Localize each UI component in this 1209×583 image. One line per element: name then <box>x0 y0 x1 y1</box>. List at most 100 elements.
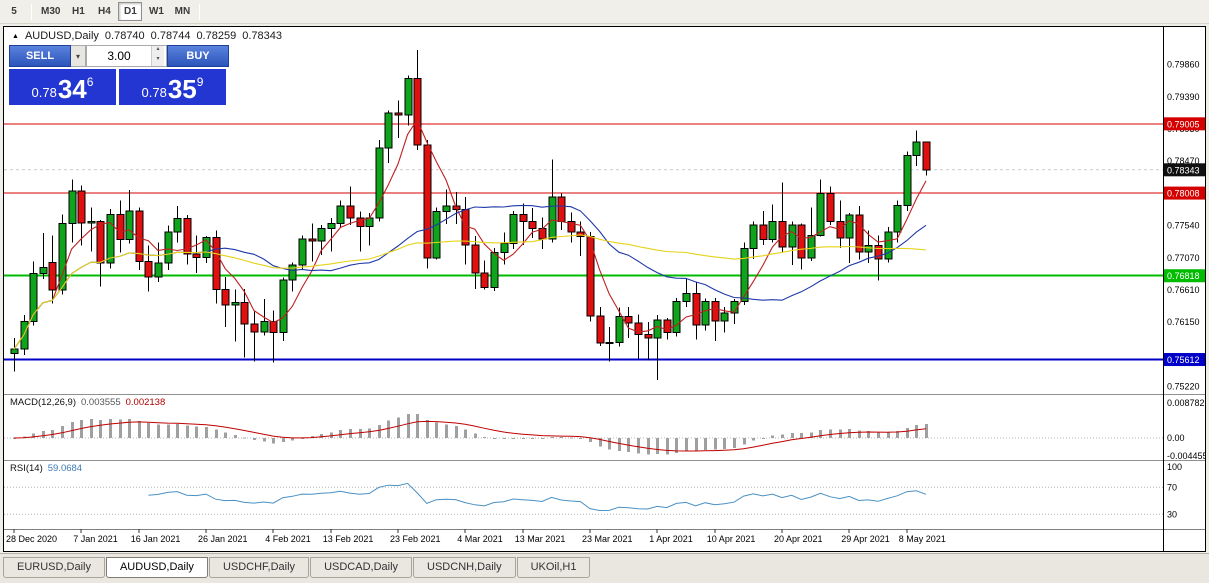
price-badge-text: 0.78343 <box>1167 165 1200 175</box>
bull-candle <box>605 341 614 344</box>
timeframe-button-d1[interactable]: D1 <box>118 2 143 21</box>
chart-plot-area[interactable] <box>4 27 1163 551</box>
macd-bar <box>541 438 544 439</box>
macd-bar <box>685 438 688 452</box>
stepper-up-icon: ▴ <box>152 46 164 56</box>
bear-candle <box>836 220 845 239</box>
bull-candle <box>173 218 182 233</box>
macd-bar <box>109 418 112 438</box>
time-axis-label: 7 Jan 2021 <box>73 534 118 544</box>
macd-bar <box>176 423 179 438</box>
macd-bar <box>167 424 170 438</box>
tab-ukoil-h1[interactable]: UKOil,H1 <box>516 557 591 578</box>
macd-bar <box>378 424 381 438</box>
timeframe-button-h1[interactable]: H1 <box>66 2 90 21</box>
bull-candle <box>720 312 729 322</box>
macd-bar <box>848 429 851 438</box>
bull-candle <box>807 234 816 259</box>
price-badge-bg <box>1164 186 1205 200</box>
time-axis-label: 23 Mar 2021 <box>582 534 633 544</box>
macd-value-signal: 0.002138 <box>125 397 166 408</box>
bull-candle <box>68 190 77 225</box>
sell-price-display[interactable]: 0.78 34 6 <box>9 69 116 105</box>
bull-candle <box>845 214 854 239</box>
macd-bar <box>618 438 621 451</box>
bull-candle <box>509 213 518 245</box>
macd-bar <box>723 438 726 450</box>
bull-candle <box>125 210 134 240</box>
bear-candle <box>308 238 317 242</box>
bull-candle <box>39 266 48 275</box>
buy-price-display[interactable]: 0.78 35 9 <box>119 69 226 105</box>
price-badge-0.79005: 0.79005 <box>1164 117 1205 131</box>
bear-candle <box>96 220 105 264</box>
bull-candle <box>548 196 557 240</box>
bear-candle <box>624 316 633 324</box>
bull-candle <box>279 279 288 334</box>
macd-bar <box>522 437 525 439</box>
volume-input[interactable] <box>87 46 151 66</box>
macd-bar <box>608 438 611 450</box>
macd-signal-line <box>13 420 927 452</box>
buy-button[interactable]: BUY <box>167 45 229 67</box>
time-axis-label: 4 Feb 2021 <box>265 534 311 544</box>
bull-candle <box>788 224 797 248</box>
timeframe-button-5[interactable]: 5 <box>2 2 26 21</box>
bull-candle <box>384 112 393 149</box>
macd-bar <box>503 438 506 440</box>
macd-bar <box>579 437 582 439</box>
macd-bar <box>90 418 93 438</box>
macd-axis-label: -0.004455 <box>1167 451 1205 461</box>
bull-candle <box>288 264 297 281</box>
volume-dropdown-button[interactable]: ▾ <box>71 45 86 67</box>
macd-bar <box>733 438 736 448</box>
macd-bar <box>560 436 563 438</box>
macd-bar <box>858 430 861 438</box>
price-badge-text: 0.79005 <box>1167 119 1200 129</box>
macd-bar <box>599 438 602 447</box>
bull-candle <box>260 320 269 333</box>
macd-bar <box>464 429 467 438</box>
ohlc-open: 0.78740 <box>104 30 145 42</box>
tab-usdchf-daily[interactable]: USDCHF,Daily <box>208 557 310 578</box>
chevron-down-icon: ▾ <box>75 51 80 61</box>
macd-bar <box>474 433 477 438</box>
timeframe-button-m30[interactable]: M30 <box>37 2 64 21</box>
sell-price-pips: 34 <box>57 73 87 104</box>
tab-eurusd-daily[interactable]: EURUSD,Daily <box>3 557 105 578</box>
sell-button[interactable]: SELL <box>9 45 71 67</box>
tab-usdcad-daily[interactable]: USDCAD,Daily <box>310 557 413 578</box>
tab-usdcnh-daily[interactable]: USDCNH,Daily <box>413 557 516 578</box>
ma-55-line <box>13 234 927 350</box>
macd-bar <box>282 438 285 443</box>
timeframe-button-h4[interactable]: H4 <box>92 2 116 21</box>
macd-bar <box>810 432 813 438</box>
macd-bar <box>253 438 256 441</box>
volume-stepper[interactable]: ▴ ▾ <box>151 46 164 66</box>
tab-audusd-daily[interactable]: AUDUSD,Daily <box>105 557 208 578</box>
price-badge-0.78008: 0.78008 <box>1164 186 1205 200</box>
bull-candle <box>816 193 825 236</box>
price-badge-bg <box>1164 163 1205 177</box>
bull-candle <box>202 236 211 259</box>
price-badge-text: 0.76818 <box>1167 271 1200 281</box>
bear-candle <box>183 218 192 255</box>
timeframe-button-mn[interactable]: MN <box>170 2 194 21</box>
macd-bar <box>397 417 400 438</box>
macd-bar <box>195 426 198 438</box>
macd-bar <box>387 420 390 438</box>
price-badge-0.76818: 0.76818 <box>1164 269 1205 283</box>
macd-bar <box>666 438 669 455</box>
macd-bar <box>445 424 448 438</box>
macd-bar <box>339 430 342 438</box>
time-axis-label: 1 Apr 2021 <box>649 534 693 544</box>
macd-bar <box>512 438 515 439</box>
buy-price-prefix: 0.78 <box>141 85 167 100</box>
time-axis-label: 10 Apr 2021 <box>707 534 756 544</box>
bull-candle <box>912 141 921 156</box>
timeframe-button-w1[interactable]: W1 <box>144 2 168 21</box>
macd-value-main: 0.003555 <box>81 397 121 408</box>
chart-tab-bar: EURUSD,Daily AUDUSD,Daily USDCHF,Daily USDC… <box>0 553 1209 583</box>
macd-bar <box>637 438 640 454</box>
